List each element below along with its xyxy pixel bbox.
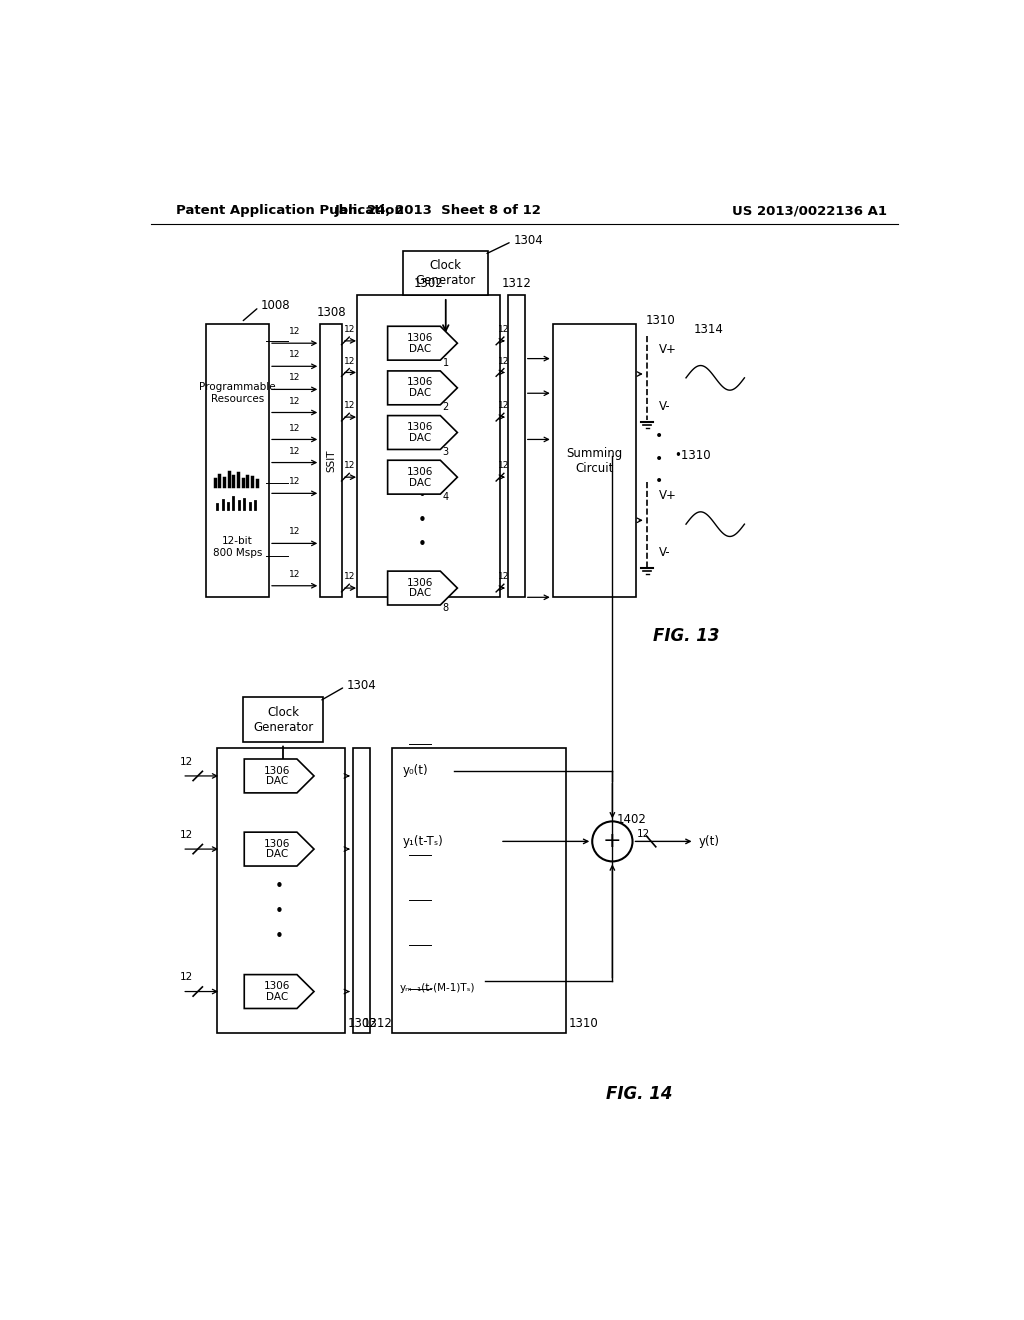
Text: Patent Application Publication: Patent Application Publication: [176, 205, 403, 218]
Text: y₁(t-Tₛ): y₁(t-Tₛ): [403, 834, 443, 847]
Text: 12: 12: [499, 461, 510, 470]
Text: 12: 12: [499, 572, 510, 581]
Polygon shape: [245, 759, 314, 793]
Text: 12: 12: [344, 572, 355, 581]
Text: DAC: DAC: [409, 478, 431, 487]
Text: 4: 4: [442, 492, 449, 502]
Text: 12-bit
800 Msps: 12-bit 800 Msps: [213, 536, 262, 558]
Text: 12: 12: [344, 401, 355, 411]
Text: •1310: •1310: [675, 449, 711, 462]
Text: DAC: DAC: [265, 991, 288, 1002]
Text: 1306: 1306: [263, 838, 290, 849]
Polygon shape: [388, 461, 458, 494]
Text: 1314: 1314: [693, 323, 724, 335]
Text: •
•
•: • • •: [274, 879, 284, 944]
Bar: [391, 748, 566, 1034]
Text: 12: 12: [289, 528, 300, 536]
Polygon shape: [388, 416, 458, 449]
Polygon shape: [388, 326, 458, 360]
Text: 12: 12: [289, 446, 300, 455]
Text: FIG. 14: FIG. 14: [606, 1085, 673, 1104]
Bar: [356, 296, 500, 598]
Text: V+: V+: [658, 343, 677, 356]
Text: y₀(t): y₀(t): [403, 764, 429, 777]
Text: 8: 8: [442, 603, 449, 612]
Text: 1402: 1402: [616, 813, 646, 825]
Text: 2: 2: [442, 403, 449, 412]
Text: V-: V-: [658, 400, 671, 413]
Text: 1008: 1008: [260, 298, 290, 312]
Text: 1306: 1306: [407, 578, 433, 587]
Text: 1306: 1306: [263, 766, 290, 776]
Bar: [508, 296, 524, 598]
Text: +: +: [603, 832, 622, 851]
Bar: [553, 323, 636, 598]
Text: 12: 12: [344, 356, 355, 366]
Text: 1306: 1306: [263, 981, 290, 991]
Polygon shape: [388, 572, 458, 605]
Text: V-: V-: [658, 546, 671, 560]
Text: 12: 12: [289, 350, 300, 359]
Text: 1302: 1302: [414, 277, 443, 290]
Text: DAC: DAC: [409, 589, 431, 598]
Polygon shape: [245, 832, 314, 866]
Text: 12: 12: [636, 829, 649, 838]
Text: DAC: DAC: [409, 388, 431, 399]
Text: Jan. 24, 2013  Sheet 8 of 12: Jan. 24, 2013 Sheet 8 of 12: [335, 205, 542, 218]
Text: 12: 12: [289, 424, 300, 433]
Text: 12: 12: [289, 570, 300, 579]
Text: DAC: DAC: [409, 343, 431, 354]
Text: 12: 12: [180, 973, 194, 982]
Text: 1306: 1306: [407, 467, 433, 477]
Text: 12: 12: [180, 830, 194, 840]
Text: 12: 12: [499, 325, 510, 334]
Text: SSIT: SSIT: [326, 449, 336, 471]
Bar: [321, 323, 342, 598]
Text: 12: 12: [499, 401, 510, 411]
Text: 1312: 1312: [362, 1018, 392, 1031]
Text: 12: 12: [499, 356, 510, 366]
Text: 1: 1: [442, 358, 449, 368]
Text: US 2013/0022136 A1: US 2013/0022136 A1: [732, 205, 888, 218]
Bar: [217, 748, 345, 1034]
Text: y(t): y(t): [698, 834, 720, 847]
Text: DAC: DAC: [265, 850, 288, 859]
Text: FIG. 13: FIG. 13: [652, 627, 719, 644]
Text: 1310: 1310: [646, 314, 676, 326]
Text: V+: V+: [658, 490, 677, 502]
Text: 1308: 1308: [316, 306, 346, 319]
Bar: [403, 251, 488, 296]
Text: 1312: 1312: [502, 277, 531, 290]
Text: DAC: DAC: [409, 433, 431, 444]
Text: 12: 12: [344, 325, 355, 334]
Text: 12: 12: [344, 461, 355, 470]
Text: Clock
Generator: Clock Generator: [416, 259, 476, 288]
Text: Programmable
Resources: Programmable Resources: [199, 383, 275, 404]
Bar: [243, 697, 324, 742]
Text: 1304: 1304: [346, 678, 376, 692]
Polygon shape: [245, 974, 314, 1008]
Text: 1310: 1310: [568, 1018, 598, 1031]
Text: •
•
•: • • •: [654, 429, 663, 488]
Bar: [206, 323, 269, 598]
Text: DAC: DAC: [265, 776, 288, 787]
Text: 12: 12: [180, 756, 194, 767]
Text: 3: 3: [442, 447, 449, 457]
Text: 12: 12: [289, 478, 300, 487]
Text: 1306: 1306: [407, 378, 433, 388]
Polygon shape: [388, 371, 458, 405]
Text: 1304: 1304: [513, 234, 543, 247]
Text: 12: 12: [289, 327, 300, 337]
Text: yₘ₋₁(t-(M-1)Tₛ): yₘ₋₁(t-(M-1)Tₛ): [399, 983, 475, 994]
Bar: [352, 748, 370, 1034]
Text: Summing
Circuit: Summing Circuit: [566, 446, 623, 475]
Text: 1306: 1306: [407, 422, 433, 432]
Text: •
•
•: • • •: [418, 488, 427, 552]
Text: 12: 12: [289, 396, 300, 405]
Text: 1306: 1306: [407, 333, 433, 343]
Text: 1302: 1302: [347, 1018, 377, 1031]
Text: Clock
Generator: Clock Generator: [253, 706, 313, 734]
Text: 12: 12: [289, 374, 300, 383]
